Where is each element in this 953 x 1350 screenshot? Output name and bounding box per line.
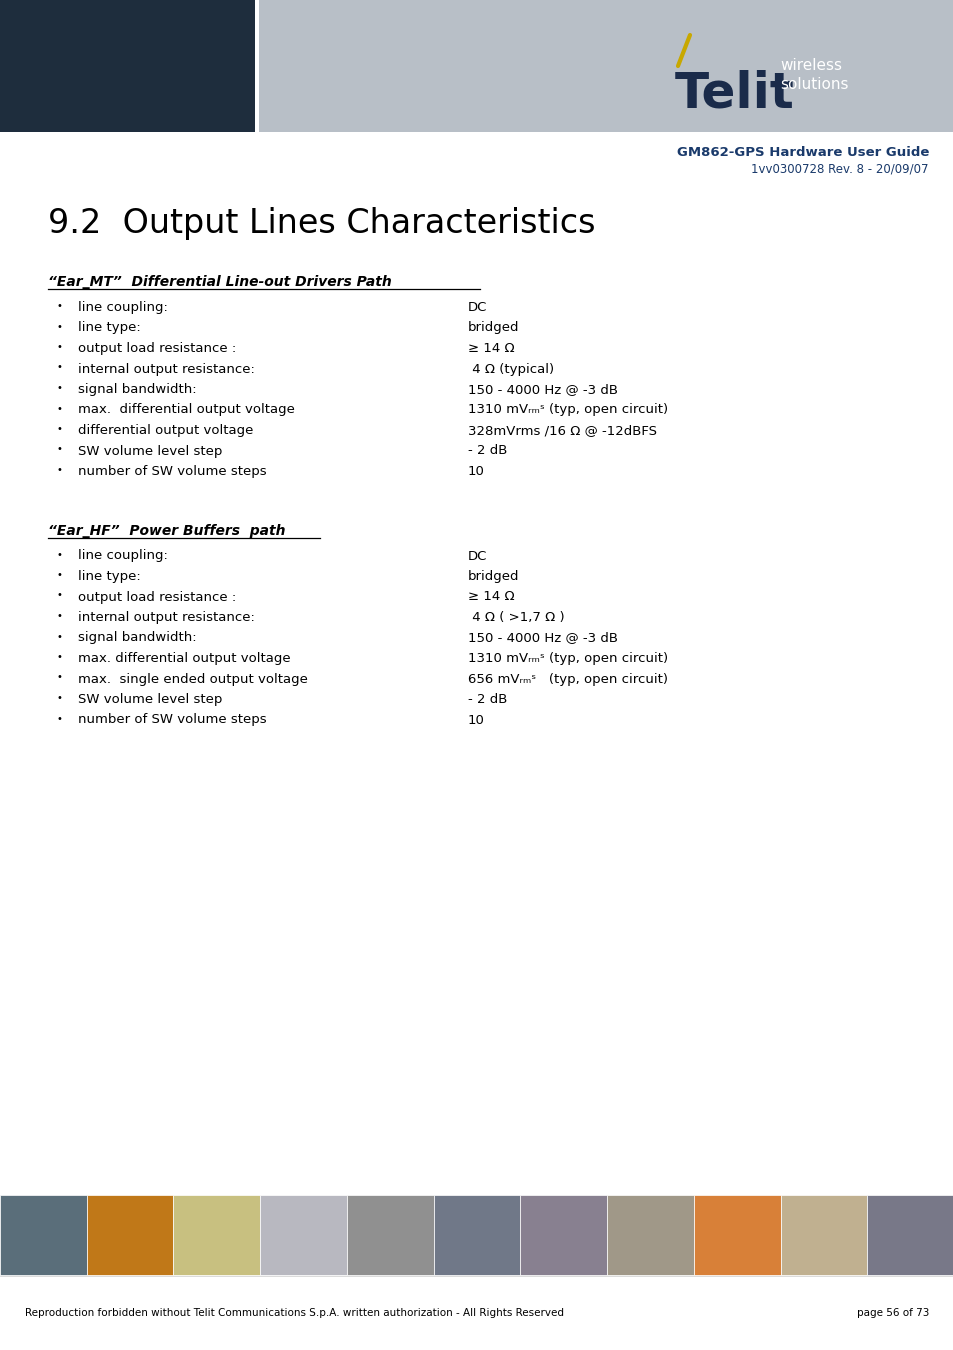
Text: bridged: bridged [468, 570, 519, 583]
Text: SW volume level step: SW volume level step [78, 444, 222, 458]
Bar [0, 0, 953, 132]
Text: - 2 dB: - 2 dB [468, 444, 507, 458]
Text: •: • [57, 404, 63, 413]
Text: number of SW volume steps: number of SW volume steps [78, 714, 266, 726]
Text: GM862-GPS Hardware User Guide: GM862-GPS Hardware User Guide [676, 146, 928, 159]
Text: max.  single ended output voltage: max. single ended output voltage [78, 672, 308, 686]
Text: max. differential output voltage: max. differential output voltage [78, 652, 291, 666]
Text: differential output voltage: differential output voltage [78, 424, 253, 437]
Text: “Ear_MT”  Differential Line-out Drivers Path: “Ear_MT” Differential Line-out Drivers P… [48, 275, 392, 289]
Text: internal output resistance:: internal output resistance: [78, 612, 254, 624]
Bar [173, 1195, 260, 1274]
Bar [866, 1195, 953, 1274]
Bar [88, 1196, 172, 1274]
Text: 4 Ω ( >1,7 Ω ): 4 Ω ( >1,7 Ω ) [468, 612, 564, 624]
Bar [694, 1196, 779, 1274]
Text: bridged: bridged [468, 321, 519, 335]
Text: •: • [57, 363, 63, 373]
Text: line type:: line type: [78, 570, 141, 583]
Bar [434, 1195, 519, 1274]
Bar [254, 0, 258, 132]
Bar [0, 0, 254, 132]
Text: signal bandwidth:: signal bandwidth: [78, 632, 196, 644]
Bar [435, 1196, 518, 1274]
Text: 1310 mVᵣₘˢ (typ, open circuit): 1310 mVᵣₘˢ (typ, open circuit) [468, 404, 667, 417]
Text: •: • [57, 301, 63, 310]
Text: number of SW volume steps: number of SW volume steps [78, 464, 266, 478]
Bar [0, 1195, 87, 1274]
Bar [521, 1196, 605, 1274]
Text: •: • [57, 342, 63, 352]
Text: 150 - 4000 Hz @ -3 dB: 150 - 4000 Hz @ -3 dB [468, 632, 618, 644]
Text: ≥ 14 Ω: ≥ 14 Ω [468, 342, 514, 355]
Text: •: • [57, 464, 63, 475]
Text: •: • [57, 612, 63, 621]
Bar [693, 1195, 780, 1274]
Text: output load resistance :: output load resistance : [78, 590, 236, 603]
Text: •: • [57, 570, 63, 580]
Text: 10: 10 [468, 464, 484, 478]
Text: •: • [57, 714, 63, 724]
Text: ≥ 14 Ω: ≥ 14 Ω [468, 590, 514, 603]
Bar [780, 1195, 866, 1274]
Text: “Ear_HF”  Power Buffers  path: “Ear_HF” Power Buffers path [48, 524, 285, 537]
Text: 4 Ω (typical): 4 Ω (typical) [468, 363, 554, 375]
Bar [781, 1196, 865, 1274]
Text: output load resistance :: output load resistance : [78, 342, 236, 355]
Bar [867, 1196, 952, 1274]
Text: •: • [57, 590, 63, 601]
Bar [607, 1196, 692, 1274]
Text: •: • [57, 383, 63, 393]
Text: 328mVrms /16 Ω @ -12dBFS: 328mVrms /16 Ω @ -12dBFS [468, 424, 657, 437]
Text: 9.2  Output Lines Characteristics: 9.2 Output Lines Characteristics [48, 207, 595, 240]
Bar [1, 1196, 86, 1274]
Text: line coupling:: line coupling: [78, 301, 168, 315]
Text: •: • [57, 424, 63, 433]
Text: line type:: line type: [78, 321, 141, 335]
Text: 1310 mVᵣₘˢ (typ, open circuit): 1310 mVᵣₘˢ (typ, open circuit) [468, 652, 667, 666]
Bar [260, 1195, 347, 1274]
Text: •: • [57, 321, 63, 332]
Text: max.  differential output voltage: max. differential output voltage [78, 404, 294, 417]
Text: •: • [57, 693, 63, 703]
Text: •: • [57, 652, 63, 662]
Text: 1vv0300728 Rev. 8 - 20/09/07: 1vv0300728 Rev. 8 - 20/09/07 [751, 162, 928, 176]
Text: signal bandwidth:: signal bandwidth: [78, 383, 196, 396]
Text: 10: 10 [468, 714, 484, 726]
Bar [261, 1196, 346, 1274]
Bar [519, 1195, 606, 1274]
Text: Reproduction forbidden without Telit Communications S.p.A. written authorization: Reproduction forbidden without Telit Com… [25, 1308, 563, 1318]
Text: Telit: Telit [675, 69, 794, 117]
Bar [87, 1195, 173, 1274]
Bar [606, 1195, 693, 1274]
Text: SW volume level step: SW volume level step [78, 693, 222, 706]
Text: •: • [57, 672, 63, 683]
Bar [0, 1274, 953, 1350]
Text: internal output resistance:: internal output resistance: [78, 363, 254, 375]
Text: page 56 of 73: page 56 of 73 [856, 1308, 928, 1318]
Text: DC: DC [468, 301, 487, 315]
Bar [348, 1196, 432, 1274]
Text: •: • [57, 632, 63, 641]
Text: wireless
solutions: wireless solutions [780, 58, 847, 92]
Text: DC: DC [468, 549, 487, 563]
Bar [347, 1195, 434, 1274]
Text: 150 - 4000 Hz @ -3 dB: 150 - 4000 Hz @ -3 dB [468, 383, 618, 396]
Text: •: • [57, 444, 63, 455]
Bar [174, 1196, 259, 1274]
Text: - 2 dB: - 2 dB [468, 693, 507, 706]
Text: 656 mVᵣₘˢ   (typ, open circuit): 656 mVᵣₘˢ (typ, open circuit) [468, 672, 667, 686]
Text: line coupling:: line coupling: [78, 549, 168, 563]
Text: •: • [57, 549, 63, 559]
